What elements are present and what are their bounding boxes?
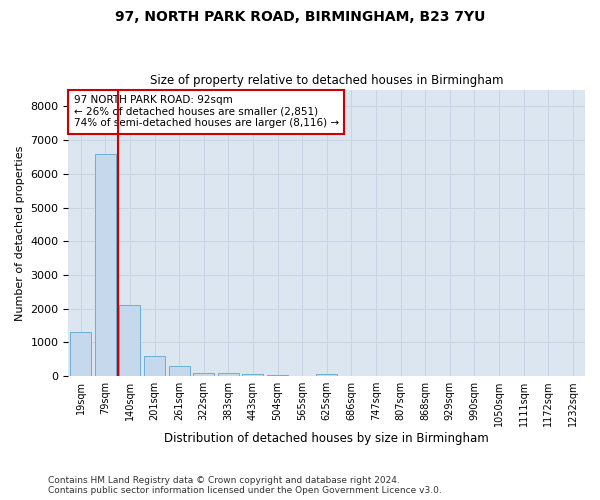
Bar <box>218 374 239 376</box>
Bar <box>119 306 140 376</box>
Title: Size of property relative to detached houses in Birmingham: Size of property relative to detached ho… <box>150 74 503 87</box>
Bar <box>70 332 91 376</box>
Text: 97, NORTH PARK ROAD, BIRMINGHAM, B23 7YU: 97, NORTH PARK ROAD, BIRMINGHAM, B23 7YU <box>115 10 485 24</box>
Text: Contains HM Land Registry data © Crown copyright and database right 2024.
Contai: Contains HM Land Registry data © Crown c… <box>48 476 442 495</box>
Text: 97 NORTH PARK ROAD: 92sqm
← 26% of detached houses are smaller (2,851)
74% of se: 97 NORTH PARK ROAD: 92sqm ← 26% of detac… <box>74 96 338 128</box>
Bar <box>242 374 263 376</box>
Bar <box>95 154 116 376</box>
X-axis label: Distribution of detached houses by size in Birmingham: Distribution of detached houses by size … <box>164 432 489 445</box>
Bar <box>316 374 337 376</box>
Bar <box>144 356 165 376</box>
Bar <box>267 374 288 376</box>
Y-axis label: Number of detached properties: Number of detached properties <box>15 145 25 320</box>
Bar <box>193 372 214 376</box>
Bar <box>169 366 190 376</box>
